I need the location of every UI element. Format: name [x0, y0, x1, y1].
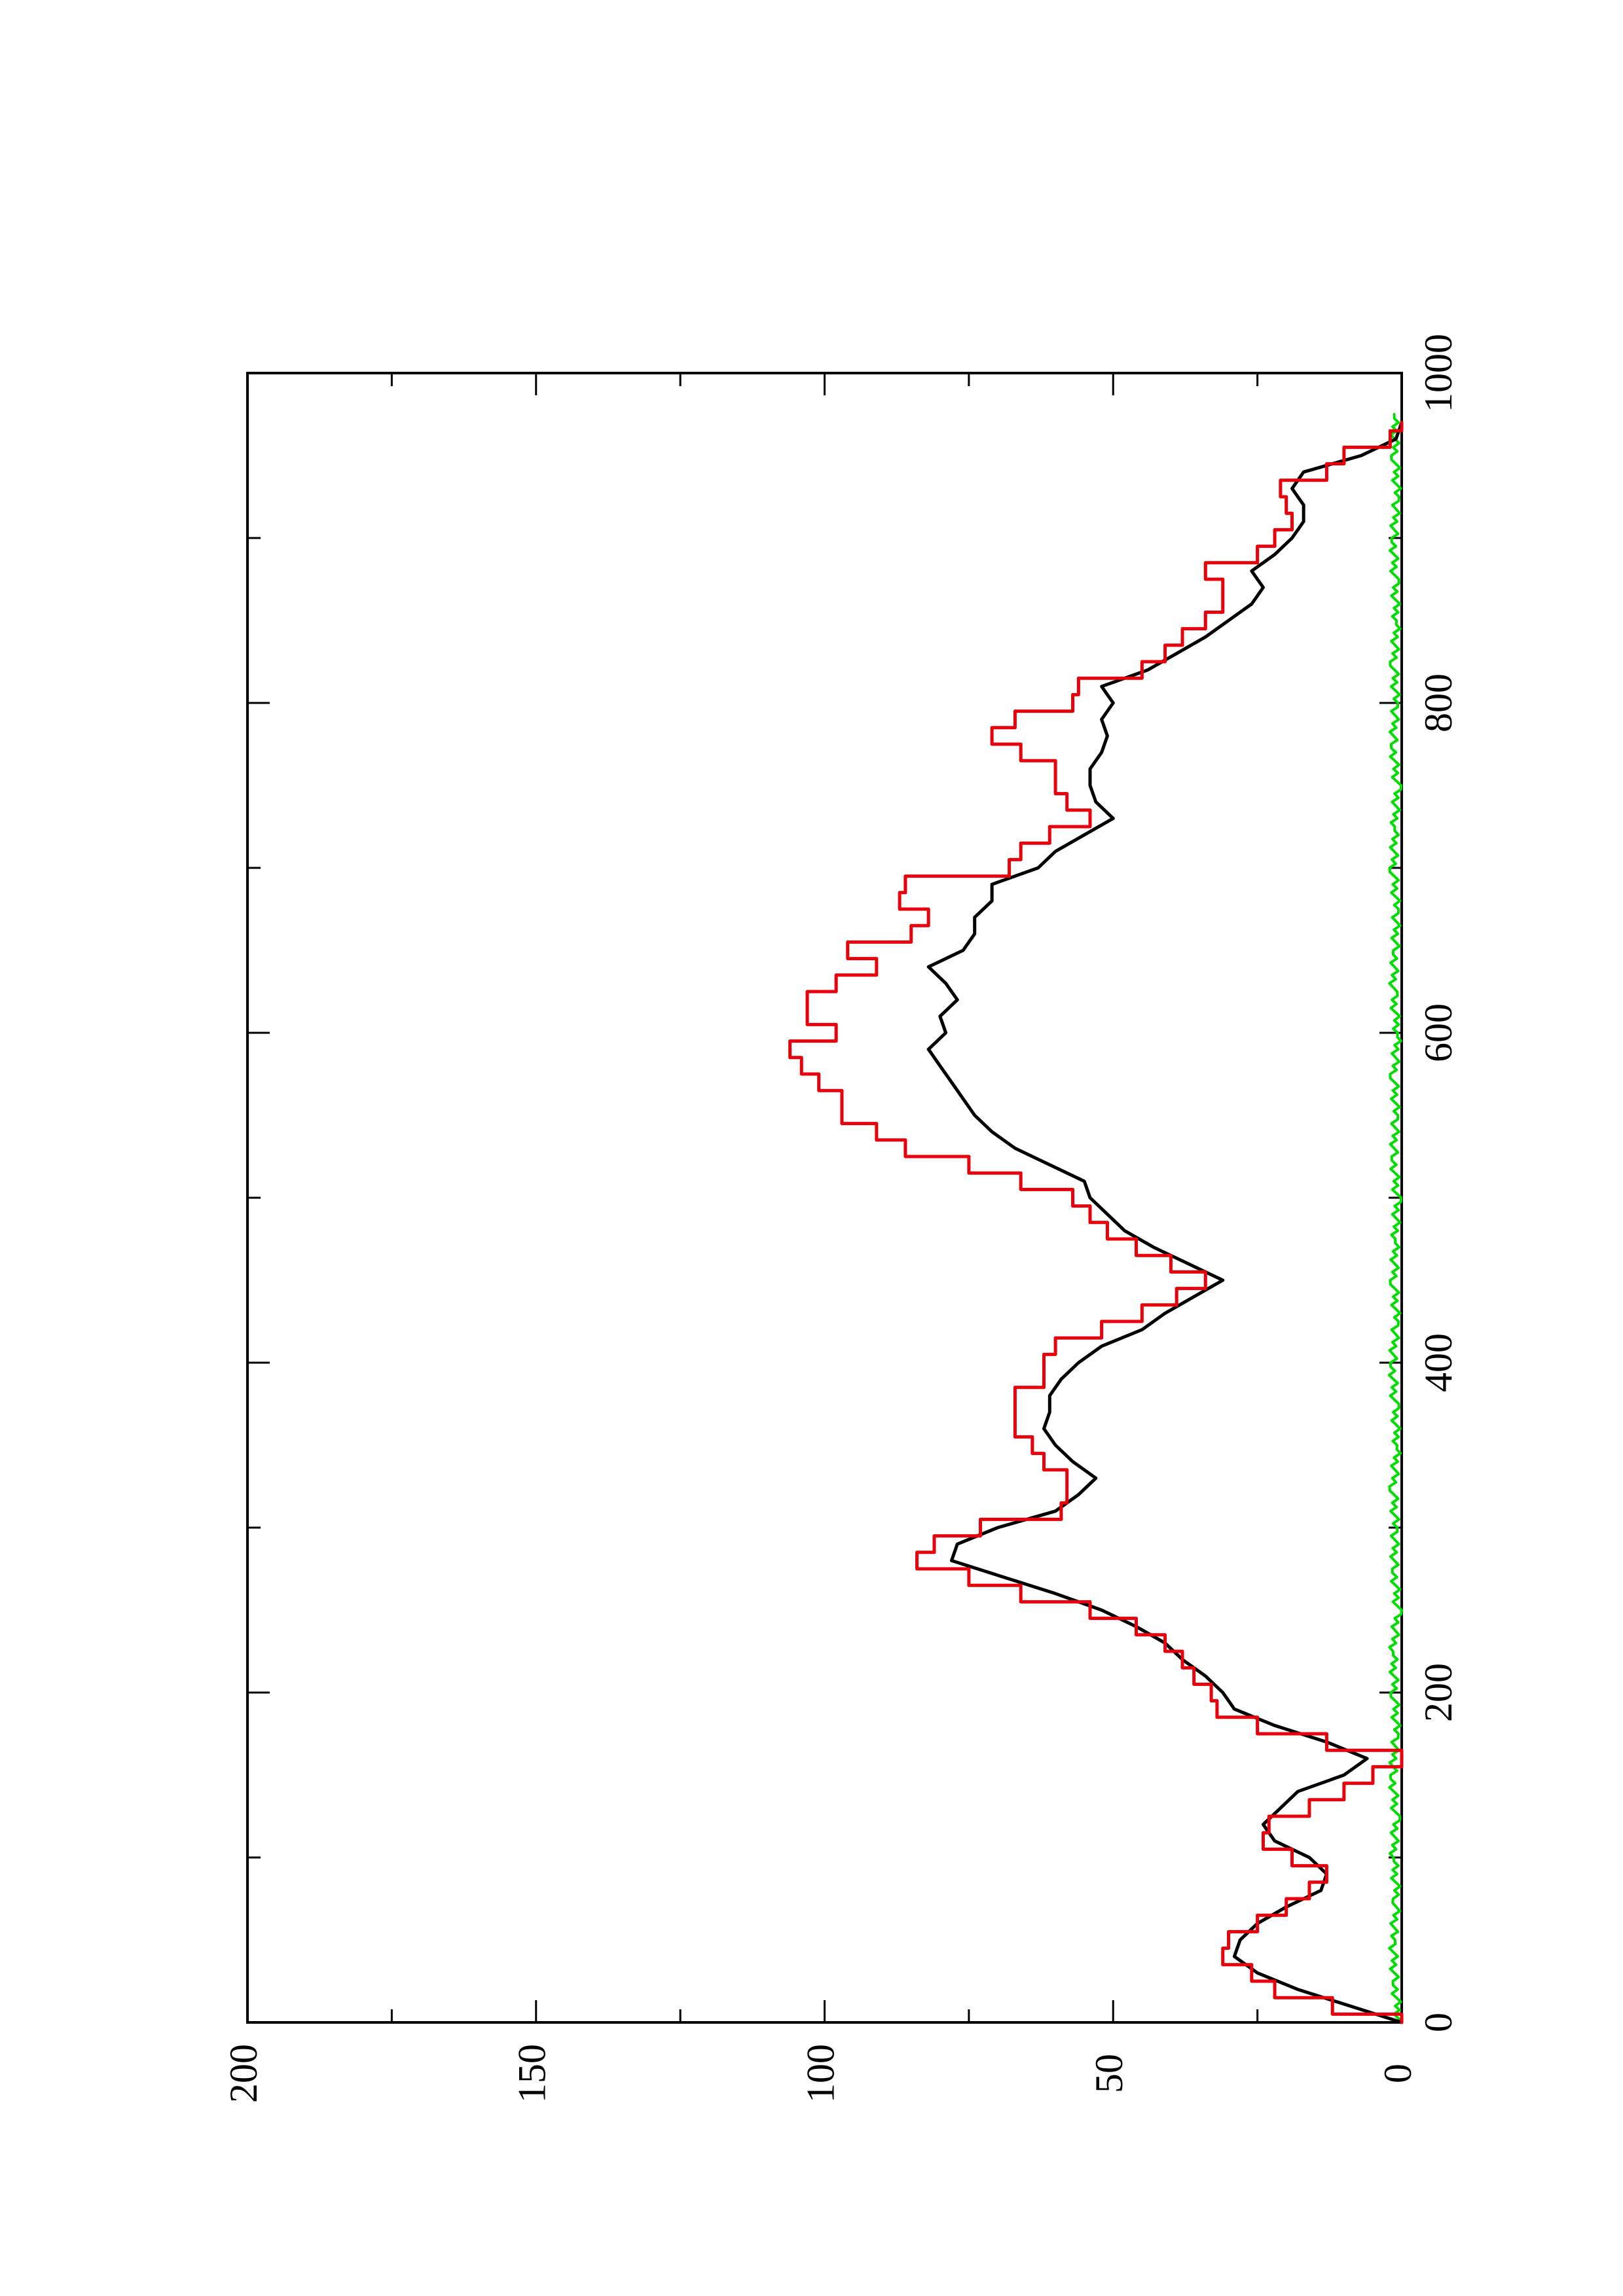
- y-tick-label: 0: [1376, 2064, 1419, 2083]
- data-series: [788, 413, 1404, 2024]
- x-tick-label: 400: [1417, 1333, 1460, 1392]
- x-tick-label: 1000: [1417, 334, 1460, 412]
- x-tick-label: 0: [1417, 2013, 1460, 2032]
- series-red-step-line: [788, 421, 1404, 2024]
- y-tick-label: 100: [799, 2044, 842, 2103]
- x-tick-label: 600: [1417, 1003, 1460, 1062]
- x-tick-label: 200: [1417, 1663, 1460, 1722]
- y-tick-label: 150: [511, 2044, 554, 2103]
- series-green-noise-line: [1387, 413, 1403, 2024]
- axis-ticks: [246, 372, 1403, 2024]
- series-black-line: [926, 421, 1404, 2024]
- x-tick-label: 800: [1417, 673, 1460, 732]
- y-tick-label: 200: [222, 2044, 265, 2103]
- axis-tick-labels: 0 200 400 600 800 1000 0 50 100 150 200: [222, 334, 1460, 2103]
- y-tick-label: 50: [1087, 2054, 1131, 2093]
